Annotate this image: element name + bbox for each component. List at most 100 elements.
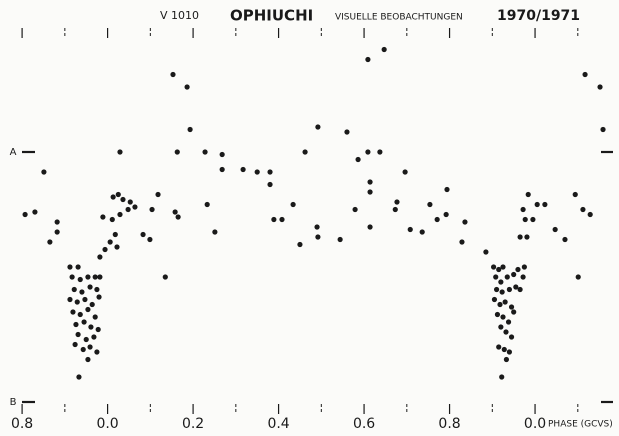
data-point <box>367 189 373 195</box>
data-point <box>110 194 116 200</box>
data-point <box>74 299 80 305</box>
data-point <box>493 274 499 280</box>
data-point <box>54 229 60 235</box>
data-point <box>87 284 93 290</box>
data-point <box>499 374 505 380</box>
data-point <box>504 274 510 280</box>
data-point <box>80 346 86 353</box>
data-point <box>352 206 358 213</box>
data-point <box>88 324 94 330</box>
title-part: V 1010 <box>160 9 199 22</box>
data-point <box>508 304 515 310</box>
data-point <box>102 246 108 253</box>
data-point <box>521 264 527 270</box>
data-point <box>337 236 343 243</box>
data-point <box>344 129 350 135</box>
data-point <box>491 296 498 303</box>
data-point <box>434 216 440 223</box>
data-point <box>587 211 593 218</box>
data-point <box>267 169 273 175</box>
data-point <box>580 206 586 213</box>
data-point <box>525 191 531 198</box>
data-point <box>94 349 100 355</box>
data-point <box>508 334 515 340</box>
data-point <box>520 274 526 280</box>
data-point <box>175 214 181 220</box>
data-point <box>85 306 91 313</box>
data-point <box>511 309 517 315</box>
data-point <box>511 271 517 278</box>
data-point <box>82 296 88 303</box>
data-point <box>149 206 155 213</box>
data-point <box>377 149 383 155</box>
data-point <box>91 334 97 340</box>
data-point <box>562 236 568 243</box>
data-point <box>97 254 103 260</box>
y-tick-label: A <box>10 147 17 158</box>
data-point <box>254 169 260 175</box>
data-point <box>95 326 101 333</box>
data-point <box>76 374 82 380</box>
data-point <box>117 149 123 155</box>
data-point <box>498 279 504 285</box>
data-point <box>297 241 303 248</box>
data-point <box>81 319 87 325</box>
data-point <box>459 239 465 245</box>
x-tick-label: 0.8 <box>11 416 33 432</box>
data-point <box>367 179 373 185</box>
data-point <box>219 166 225 173</box>
data-point <box>162 274 168 280</box>
data-point <box>174 149 180 155</box>
data-point <box>444 186 450 193</box>
data-point <box>427 201 433 208</box>
data-point <box>240 166 246 173</box>
data-point <box>71 286 77 293</box>
data-point <box>502 299 508 305</box>
title-part: OPHIUCHI <box>230 7 313 25</box>
data-point <box>499 289 505 295</box>
data-point <box>107 239 113 245</box>
x-tick-label: 0.0 <box>524 416 546 432</box>
data-point <box>302 149 308 155</box>
data-point <box>54 219 60 225</box>
x-tick-label: 0.4 <box>267 416 289 432</box>
data-point <box>517 286 523 293</box>
data-point <box>503 356 510 363</box>
data-point <box>172 209 178 215</box>
data-point <box>501 346 507 353</box>
x-axis-label: PHASE (GCVS) <box>548 420 613 430</box>
data-point <box>520 206 526 213</box>
data-point <box>73 321 79 328</box>
data-point <box>493 286 500 293</box>
data-point <box>271 216 277 223</box>
data-point <box>47 239 53 245</box>
data-point <box>498 324 504 330</box>
x-tick-label: 0.6 <box>353 416 375 432</box>
data-point <box>483 249 489 255</box>
data-point <box>67 296 73 303</box>
data-point <box>202 149 208 155</box>
data-point <box>279 216 285 223</box>
data-point <box>96 294 102 300</box>
data-point <box>109 216 115 223</box>
data-point <box>204 201 210 208</box>
data-point <box>140 231 146 238</box>
data-point <box>77 311 83 318</box>
data-point <box>290 201 296 208</box>
data-point <box>147 236 153 243</box>
data-point <box>365 149 371 155</box>
data-point <box>69 274 75 280</box>
data-point <box>600 126 606 133</box>
data-point <box>100 214 106 220</box>
data-point <box>534 201 540 208</box>
data-point <box>267 181 273 188</box>
data-point <box>522 216 528 223</box>
y-tick-label: B <box>10 397 17 408</box>
data-point <box>314 224 320 230</box>
x-tick-label: 0.0 <box>96 416 118 432</box>
data-point <box>170 71 176 78</box>
data-point <box>443 211 449 218</box>
data-point <box>500 264 506 270</box>
data-point <box>77 276 83 283</box>
